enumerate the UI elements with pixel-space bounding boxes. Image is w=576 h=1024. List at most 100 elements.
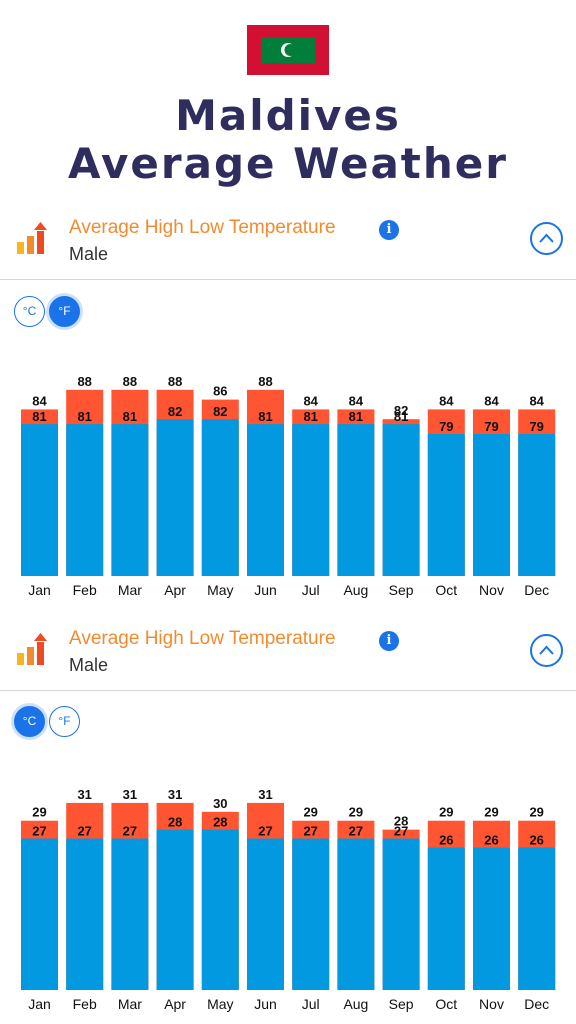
bar-low (201, 829, 239, 990)
bar-low (518, 433, 556, 576)
month-label: Oct (435, 996, 457, 1012)
section-title: Average High Low Temperature (69, 217, 336, 238)
collapse-button[interactable] (530, 634, 563, 667)
celsius-toggle[interactable]: °C (14, 706, 45, 737)
low-value-label: 27 (394, 824, 408, 839)
bar-low (201, 419, 239, 576)
celsius-toggle[interactable]: °C (14, 296, 45, 327)
high-value-label: 30 (213, 796, 227, 811)
flag-green-field (261, 37, 315, 63)
month-label: Sep (389, 996, 414, 1012)
page-title-line2: Average Weather (68, 139, 508, 188)
high-value-label: 31 (258, 787, 272, 802)
month-label: Nov (479, 582, 504, 598)
bar-low (156, 419, 194, 576)
bar-low (247, 424, 284, 576)
fahrenheit-toggle[interactable]: °F (49, 296, 80, 327)
high-value-label: 31 (168, 787, 182, 802)
month-label: Apr (164, 996, 186, 1012)
temperature-chart-f: 8481Jan8881Feb8881Mar8882Apr8682May8881J… (21, 374, 556, 598)
high-value-label: 84 (484, 393, 499, 408)
low-value-label: 81 (303, 409, 317, 424)
high-value-label: 84 (303, 393, 318, 408)
low-value-label: 81 (394, 409, 408, 424)
high-value-label: 28 (394, 814, 408, 829)
page-title-line1: Maldives (175, 91, 401, 140)
bar-low (382, 838, 420, 990)
temperature-chart-c: 29 27 Jan 31 27 Feb 31 27 Mar 31 28 Apr 30 28 May 31 27 J… (21, 787, 556, 1012)
high-value-label: 84 (349, 393, 364, 408)
low-value-label: 81 (77, 409, 91, 424)
high-value-label: 31 (77, 787, 91, 802)
bar-low (337, 838, 375, 990)
bar-chart-icon (17, 633, 47, 665)
low-value-label: 81 (258, 409, 272, 424)
bar-low (292, 424, 330, 576)
low-value-label: 27 (123, 824, 137, 839)
month-label: Mar (118, 582, 142, 598)
month-label: Apr (164, 582, 186, 598)
info-icon[interactable]: i (379, 220, 399, 240)
bar-low (337, 424, 375, 576)
high-value-label: 29 (349, 805, 363, 820)
high-value-label: 31 (123, 787, 137, 802)
month-label: Dec (524, 996, 549, 1012)
month-label: Aug (343, 582, 368, 598)
low-value-label: 79 (439, 419, 453, 434)
bar-low (111, 838, 149, 990)
low-value-label: 27 (32, 824, 46, 839)
high-value-label: 29 (484, 805, 498, 820)
month-label: Jun (254, 582, 277, 598)
section-divider (0, 690, 576, 691)
month-label: May (207, 996, 233, 1012)
high-value-label: 84 (439, 393, 454, 408)
high-value-label: 84 (529, 393, 544, 408)
bar-low (156, 829, 194, 990)
bar-low (382, 424, 420, 576)
high-value-label: 29 (529, 805, 543, 820)
bar-low (21, 424, 58, 576)
low-value-label: 27 (258, 824, 272, 839)
fahrenheit-toggle[interactable]: °F (49, 706, 80, 737)
bar-low (473, 847, 510, 990)
low-value-label: 26 (484, 832, 498, 847)
month-label: Dec (524, 582, 549, 598)
bar-low (111, 424, 149, 576)
info-icon[interactable]: i (379, 631, 399, 651)
month-label: May (207, 582, 233, 598)
maldives-flag-icon (247, 25, 329, 75)
low-value-label: 28 (168, 815, 182, 830)
high-value-label: 88 (123, 374, 137, 389)
low-value-label: 26 (439, 832, 453, 847)
high-value-label: 29 (439, 805, 453, 820)
month-label: Jul (302, 996, 320, 1012)
high-value-label: 29 (32, 805, 46, 820)
month-label: Mar (118, 996, 142, 1012)
month-label: Jan (28, 582, 51, 598)
crescent-icon (281, 43, 297, 57)
section-divider (0, 279, 576, 280)
month-label: Aug (343, 996, 368, 1012)
month-label: Sep (389, 582, 414, 598)
high-value-label: 82 (394, 403, 408, 418)
bar-low (247, 838, 284, 990)
bar-low (66, 424, 104, 576)
low-value-label: 82 (168, 404, 182, 419)
low-value-label: 81 (123, 409, 137, 424)
high-value-label: 29 (303, 805, 317, 820)
high-value-label: 88 (77, 374, 91, 389)
chevron-up-icon (539, 233, 554, 243)
low-value-label: 81 (32, 409, 46, 424)
collapse-button[interactable] (530, 222, 563, 255)
bar-chart-icon (17, 222, 47, 254)
high-value-label: 84 (32, 393, 47, 408)
bar-low (427, 847, 465, 990)
section-location: Male (69, 655, 109, 675)
section-location: Male (69, 244, 109, 264)
bar-low (21, 838, 58, 990)
low-value-label: 27 (349, 824, 363, 839)
month-label: Jun (254, 996, 277, 1012)
month-label: Feb (73, 996, 97, 1012)
month-label: Nov (479, 996, 504, 1012)
low-value-label: 27 (77, 824, 91, 839)
